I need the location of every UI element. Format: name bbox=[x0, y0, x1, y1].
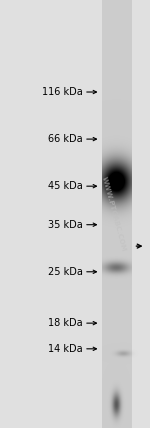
Text: 45 kDa: 45 kDa bbox=[48, 181, 82, 191]
Text: WWW.PTGABC.COM: WWW.PTGABC.COM bbox=[101, 175, 127, 253]
Text: 18 kDa: 18 kDa bbox=[48, 318, 82, 328]
Text: 14 kDa: 14 kDa bbox=[48, 344, 82, 354]
Text: 66 kDa: 66 kDa bbox=[48, 134, 82, 144]
Text: 116 kDa: 116 kDa bbox=[42, 87, 82, 97]
Text: 35 kDa: 35 kDa bbox=[48, 220, 82, 230]
Text: 25 kDa: 25 kDa bbox=[48, 267, 82, 277]
